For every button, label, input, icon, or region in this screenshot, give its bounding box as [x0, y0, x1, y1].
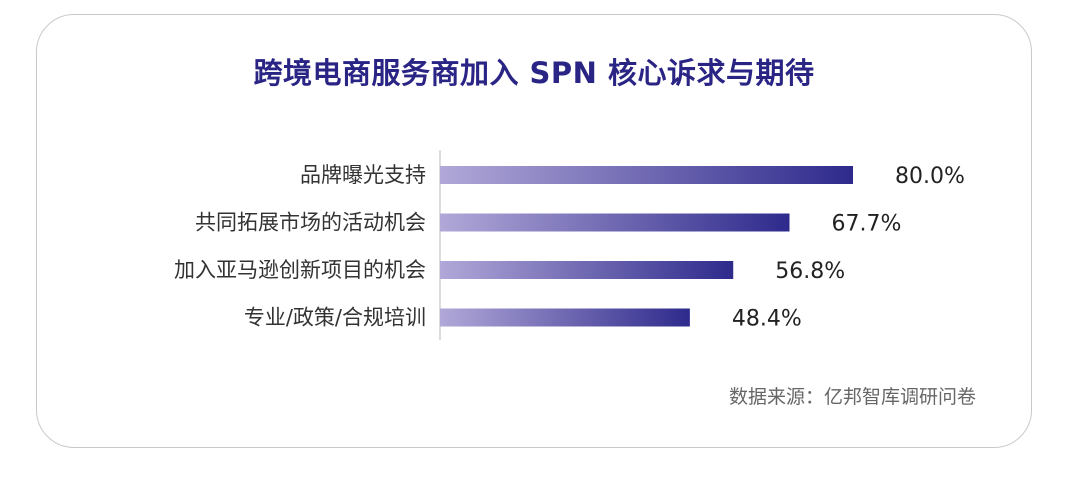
category-label: 共同拓展市场的活动机会 — [195, 211, 426, 235]
chart-title: 跨境电商服务商加入 SPN 核心诉求与期待 — [253, 56, 815, 90]
bar — [440, 308, 690, 327]
data-source-note: 数据来源：亿邦智库调研问卷 — [728, 386, 976, 408]
bar — [440, 166, 853, 184]
value-label: 56.8% — [775, 259, 845, 284]
category-label: 品牌曝光支持 — [300, 163, 426, 187]
value-label: 48.4% — [732, 307, 802, 332]
bar — [440, 213, 790, 232]
category-label: 专业/政策/合规培训 — [244, 306, 426, 330]
value-label: 80.0% — [895, 164, 965, 189]
category-label: 加入亚马逊创新项目的机会 — [174, 258, 426, 282]
bar — [440, 261, 734, 279]
value-label: 67.7% — [832, 212, 902, 237]
